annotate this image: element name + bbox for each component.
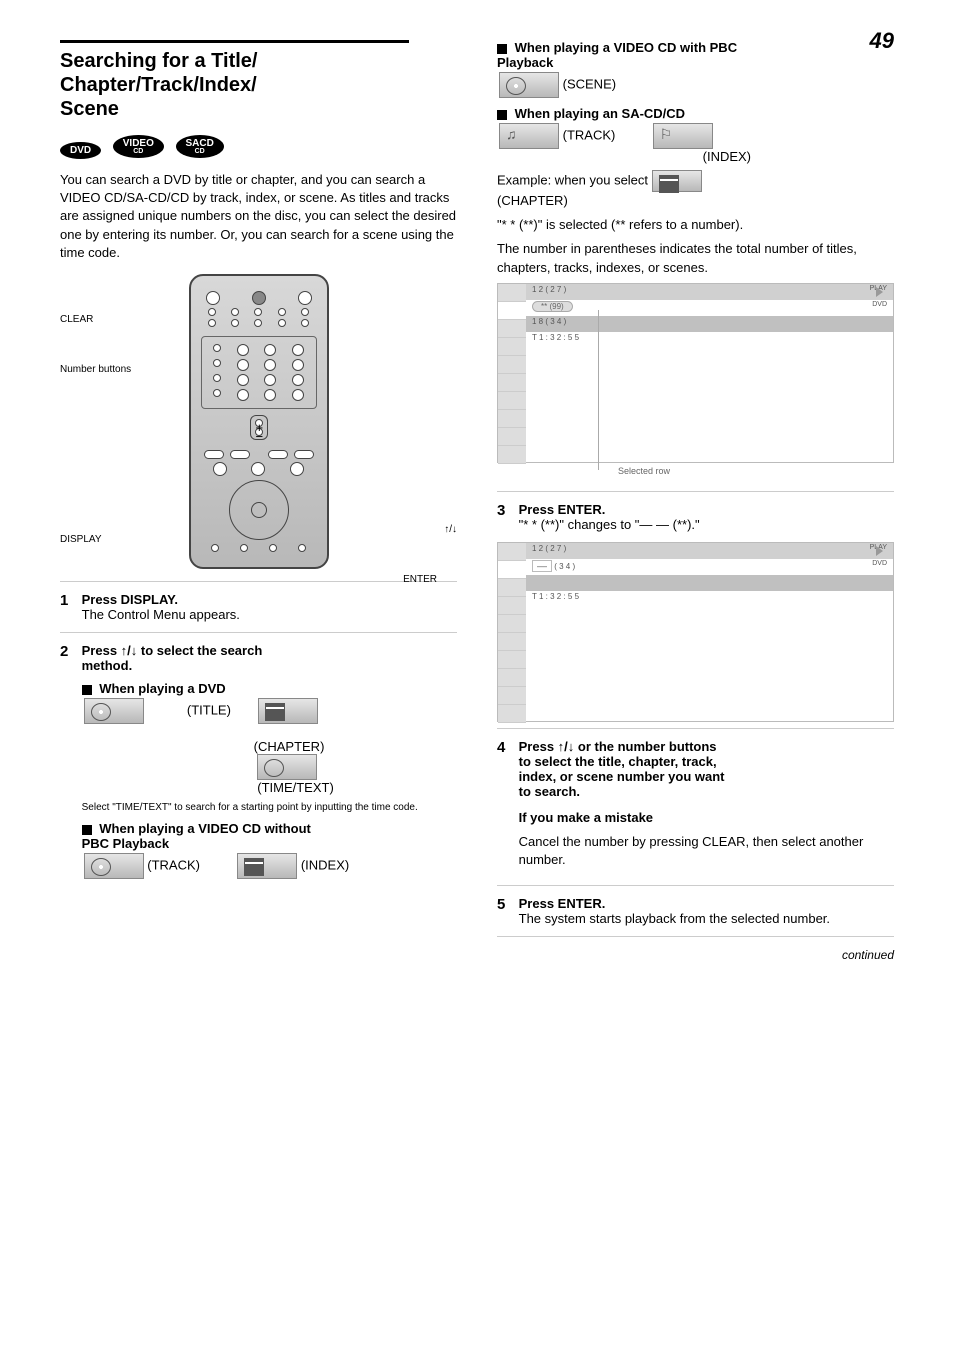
- p2-row1: 1 2 ( 2 7 ): [532, 544, 566, 553]
- example-sub: "* * (**)" is selected (** refers to a n…: [497, 216, 894, 234]
- right-column: When playing a VIDEO CD with PBCPlayback…: [497, 40, 894, 970]
- p1-anno: Selected row: [618, 466, 670, 476]
- example-sub2: The number in parentheses indicates the …: [497, 240, 894, 276]
- step3-num: 3: [497, 502, 515, 519]
- step3-sub: "* * (**)" changes to "— — (**).": [519, 517, 700, 532]
- step1-sub: The Control Menu appears.: [82, 607, 240, 622]
- bullet-icon: [82, 685, 92, 695]
- format-badges: DVD VIDEOCD SACDCD: [60, 135, 457, 159]
- section-divider: [60, 40, 409, 43]
- left-column: Searching for a Title/Chapter/Track/Inde…: [60, 40, 457, 970]
- sacd-head: When playing an SA-CD/CD: [515, 106, 685, 121]
- step-1: 1 Press DISPLAY. The Control Menu appear…: [60, 592, 457, 622]
- sacd-badge: SACDCD: [176, 135, 224, 158]
- step2-text: Press ↑/↓ to select the searchmethod.: [82, 643, 263, 673]
- track-label-2: (TRACK): [563, 127, 616, 142]
- control-menu-panel-1: 1 2 ( 2 7 ) PLAY ** (99) DVD 1 8 ( 3 4 )…: [497, 283, 894, 463]
- step5-sub: The system starts playback from the sele…: [519, 911, 830, 926]
- p2-time-label: T: [532, 592, 537, 601]
- bullet-icon: [497, 44, 507, 54]
- step5-num: 5: [497, 896, 515, 913]
- index-label-2: (INDEX): [703, 149, 751, 164]
- step5-text: Press ENTER.: [519, 896, 606, 911]
- bullet-icon: [497, 110, 507, 120]
- dvd-note: Select "TIME/TEXT" to search for a start…: [82, 801, 457, 815]
- control-menu-panel-2: 1 2 ( 2 7 ) PLAY –– ( 3 4 ) DVD T 1 : 3 …: [497, 542, 894, 722]
- step4-num: 4: [497, 739, 515, 756]
- index-flag-icon: [653, 123, 713, 149]
- p1-row1: 1 2 ( 2 7 ): [532, 285, 566, 294]
- label-number: Number buttons: [60, 364, 131, 375]
- vcd-head: When playing a VIDEO CD withoutPBC Playb…: [82, 821, 311, 851]
- label-enter: ENTER: [403, 574, 437, 585]
- scene-label: (SCENE): [563, 76, 616, 91]
- pbc-head: When playing a VIDEO CD with PBCPlayback: [497, 40, 737, 70]
- page-number: 49: [870, 28, 894, 54]
- scene-icon: [499, 72, 559, 98]
- p2-paren: ( 3 4 ): [554, 562, 575, 571]
- play-icon: [876, 546, 883, 556]
- timetext-label: (TIME/TEXT): [257, 780, 334, 795]
- step2-num: 2: [60, 643, 78, 660]
- step-3: 3 Press ENTER. "* * (**)" changes to "— …: [497, 502, 894, 532]
- track-icon-2: [499, 123, 559, 149]
- dvd-badge: DVD: [60, 142, 101, 159]
- label-arrows: ↑/↓: [444, 524, 457, 535]
- title-label: (TITLE): [187, 702, 231, 717]
- step3-text: Press ENTER.: [519, 502, 606, 517]
- dvd-head: When playing a DVD: [99, 681, 225, 696]
- index-label: (INDEX): [301, 857, 349, 872]
- time-icon: [257, 754, 317, 780]
- remote-diagram: CLEAR Number buttons DISPLAY ↑/↓ ENTER: [60, 274, 457, 569]
- continued-label: continued: [497, 947, 894, 964]
- mistake-head: If you make a mistake: [519, 809, 894, 827]
- video-cd-badge: VIDEOCD: [113, 135, 164, 158]
- page-title: Searching for a Title/Chapter/Track/Inde…: [60, 49, 457, 121]
- track-icon: [84, 853, 144, 879]
- step4-text: Press ↑/↓ or the number buttonsto select…: [519, 739, 725, 799]
- chapter-label: (CHAPTER): [254, 739, 325, 754]
- chapter-icon-2: [652, 170, 702, 192]
- intro-text: You can search a DVD by title or chapter…: [60, 171, 457, 262]
- label-display: DISPLAY: [60, 534, 102, 545]
- p2-field: ––: [532, 560, 552, 572]
- step-4: 4 Press ↑/↓ or the number buttonsto sele…: [497, 739, 894, 876]
- step-5: 5 Press ENTER. The system starts playbac…: [497, 896, 894, 926]
- p1-time: 1 : 3 2 : 5 5: [539, 333, 579, 342]
- p1-format: DVD: [872, 301, 887, 308]
- title-icon: [84, 698, 144, 724]
- p1-time-label: T: [532, 333, 537, 342]
- label-clear: CLEAR: [60, 314, 93, 325]
- p2-format: DVD: [872, 560, 887, 567]
- play-icon: [876, 287, 883, 297]
- step1-num: 1: [60, 592, 78, 609]
- step-2: 2 Press ↑/↓ to select the searchmethod. …: [60, 643, 457, 881]
- mistake-body: Cancel the number by pressing CLEAR, the…: [519, 833, 894, 869]
- chapter-icon: [258, 698, 318, 724]
- step1-text: Press DISPLAY.: [82, 592, 178, 607]
- p1-row2: 1 8 ( 3 4 ): [532, 317, 566, 326]
- p1-chip: ** (99): [532, 301, 573, 312]
- p2-time: 1 : 3 2 : 5 5: [539, 592, 579, 601]
- bullet-icon: [82, 825, 92, 835]
- index-icon: [237, 853, 297, 879]
- track-label: (TRACK): [147, 857, 200, 872]
- example-text: Example: when you select (CHAPTER): [497, 170, 894, 210]
